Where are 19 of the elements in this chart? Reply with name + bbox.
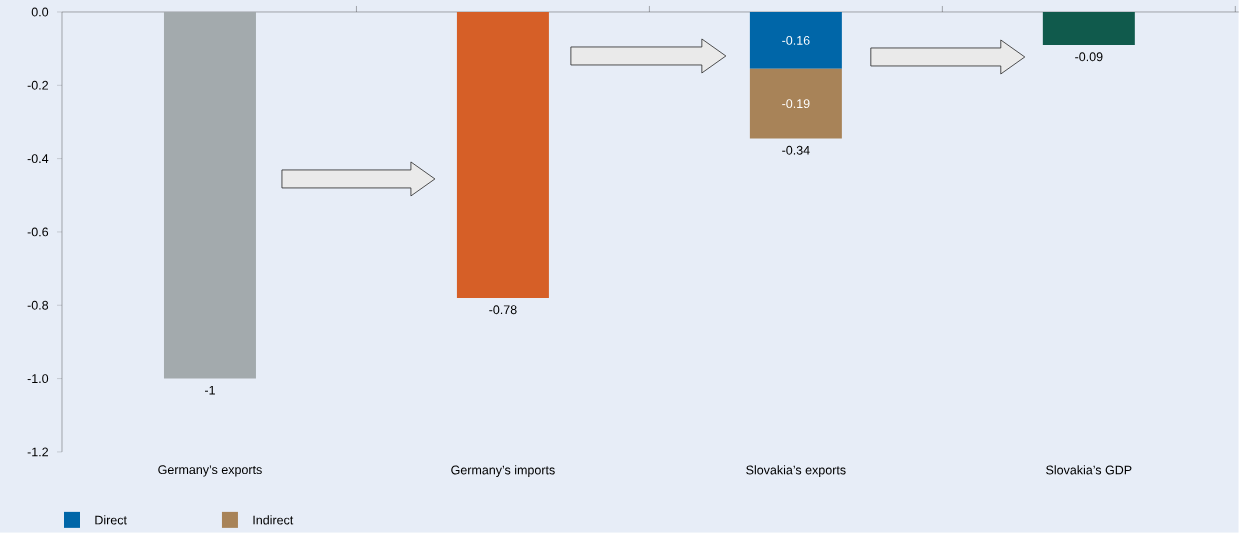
y-tick-label: -0.8	[27, 300, 49, 310]
data-label: -0.78	[489, 305, 517, 315]
y-tick-label: 0.0	[31, 7, 49, 17]
x-tick-label: Germany’s imports	[451, 465, 555, 477]
x-tick-label: Slovakia’s exports	[746, 465, 846, 477]
data-label: -1	[204, 386, 215, 395]
y-tick-label: -1.2	[27, 447, 48, 457]
total-label: -0.34	[782, 145, 810, 155]
legend-label: Indirect	[253, 515, 294, 525]
y-tick-label: -0.4	[27, 154, 49, 164]
data-label: -0.19	[782, 99, 810, 109]
x-tick-label: Germany’s exports	[158, 465, 262, 477]
legend-label: Direct	[95, 515, 127, 525]
data-label: -0.16	[782, 36, 810, 45]
y-tick-label: -0.2	[27, 80, 48, 90]
y-tick-label: -0.6	[27, 227, 49, 237]
y-tick-label: -1.0	[27, 374, 49, 384]
x-tick-label: Slovakia’s GDP	[1046, 465, 1132, 475]
data-label: -0.09	[1075, 52, 1103, 62]
